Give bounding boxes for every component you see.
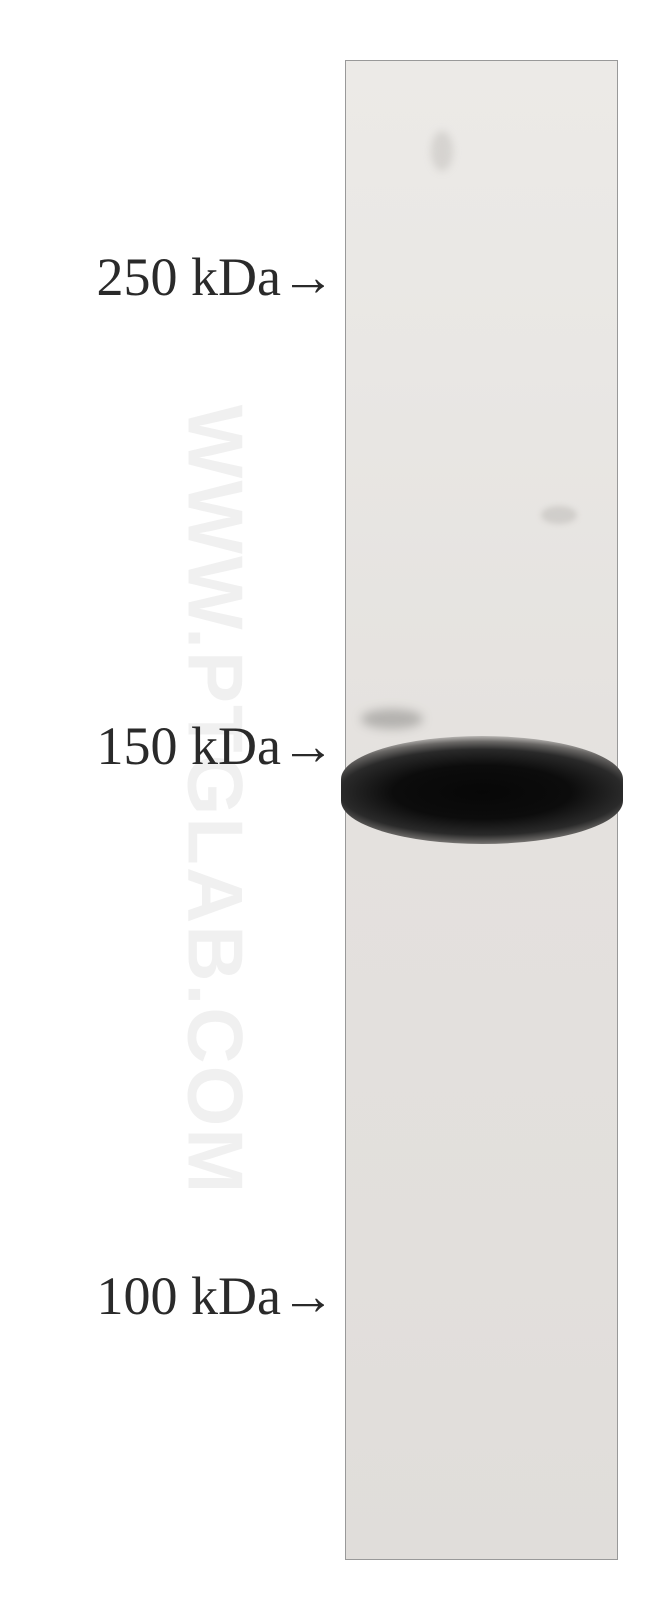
- lane-artifact: [541, 506, 577, 524]
- watermark-text: WWW.PTGLAB.COM: [170, 405, 261, 1196]
- protein-band: [341, 736, 623, 844]
- marker-label: 100 kDa→: [97, 1265, 335, 1327]
- blot-container: WWW.PTGLAB.COM 250 kDa→ 150 kDa→ 100 kDa→: [0, 0, 650, 1623]
- lane-artifact: [431, 131, 453, 171]
- marker-label: 150 kDa→: [97, 715, 335, 777]
- lane-artifact: [361, 709, 423, 729]
- blot-lane: [345, 60, 618, 1560]
- marker-label: 250 kDa→: [97, 246, 335, 308]
